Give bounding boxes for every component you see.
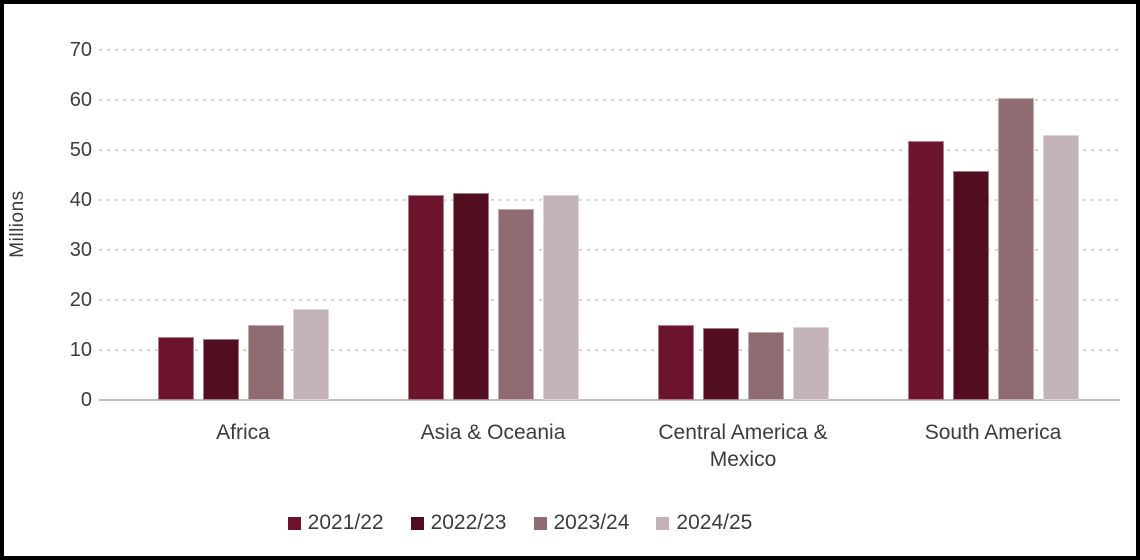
- bar-group-4: [907, 97, 1079, 400]
- legend: 2021/22 2022/23 2023/24 2024/25: [4, 511, 1040, 535]
- legend-swatch-icon: [656, 516, 670, 530]
- y-tick-label-10: 10: [69, 339, 92, 361]
- bar-2022-23: [202, 338, 239, 400]
- y-tick-label-30: 30: [69, 239, 92, 261]
- legend-swatch-icon: [287, 516, 301, 530]
- category-label-4: South America: [924, 421, 1062, 444]
- gridline-70: [99, 49, 1120, 51]
- bar-group-1: [157, 309, 329, 400]
- bar-2021-22: [407, 195, 444, 400]
- bar-2022-23: [952, 170, 989, 400]
- gridline-20: [99, 299, 1120, 301]
- bar-2023-24: [747, 331, 784, 400]
- category-label-1: Africa: [216, 421, 270, 444]
- bar-2024-25: [1042, 135, 1079, 400]
- legend-item-2021-22: 2021/22: [287, 511, 384, 535]
- bar-2021-22: [157, 337, 194, 400]
- bar-group-2: [407, 192, 579, 400]
- bar-2022-23: [452, 192, 489, 400]
- legend-swatch-icon: [410, 516, 424, 530]
- y-tick-label-60: 60: [69, 89, 92, 111]
- legend-swatch-icon: [533, 516, 547, 530]
- y-tick-label-40: 40: [69, 189, 92, 211]
- legend-label: 2024/25: [676, 511, 753, 534]
- legend-item-2022-23: 2022/23: [410, 511, 507, 535]
- legend-item-2024-25: 2024/25: [656, 511, 752, 535]
- y-tick-label-0: 0: [80, 389, 92, 411]
- category-label-3: Central America & Mexico: [658, 421, 828, 471]
- bar-2024-25: [292, 309, 329, 400]
- y-tick-label-20: 20: [69, 289, 92, 311]
- bar-2021-22: [907, 140, 944, 400]
- y-axis-title: Millions: [7, 190, 28, 258]
- y-tick-label-50: 50: [69, 139, 92, 161]
- bar-2024-25: [792, 326, 829, 400]
- bar-2024-25: [542, 195, 579, 400]
- legend-label: 2022/23: [430, 511, 507, 534]
- x-axis-line: [99, 399, 1120, 401]
- bar-2023-24: [497, 209, 534, 400]
- bar-2021-22: [657, 325, 694, 400]
- legend-label: 2021/22: [307, 511, 384, 534]
- gridline-10: [99, 349, 1120, 351]
- gridline-50: [99, 149, 1120, 151]
- category-label-2: Asia & Oceania: [420, 421, 566, 444]
- bar-2023-24: [997, 97, 1034, 400]
- bar-2022-23: [702, 328, 739, 400]
- legend-item-2023-24: 2023/24: [533, 511, 630, 535]
- bar-2023-24: [247, 324, 284, 400]
- legend-label: 2023/24: [553, 511, 630, 534]
- gridline-40: [99, 199, 1120, 201]
- gridline-60: [99, 99, 1120, 101]
- bar-group-3: [657, 325, 829, 400]
- y-tick-label-70: 70: [69, 39, 92, 61]
- gridline-30: [99, 249, 1120, 251]
